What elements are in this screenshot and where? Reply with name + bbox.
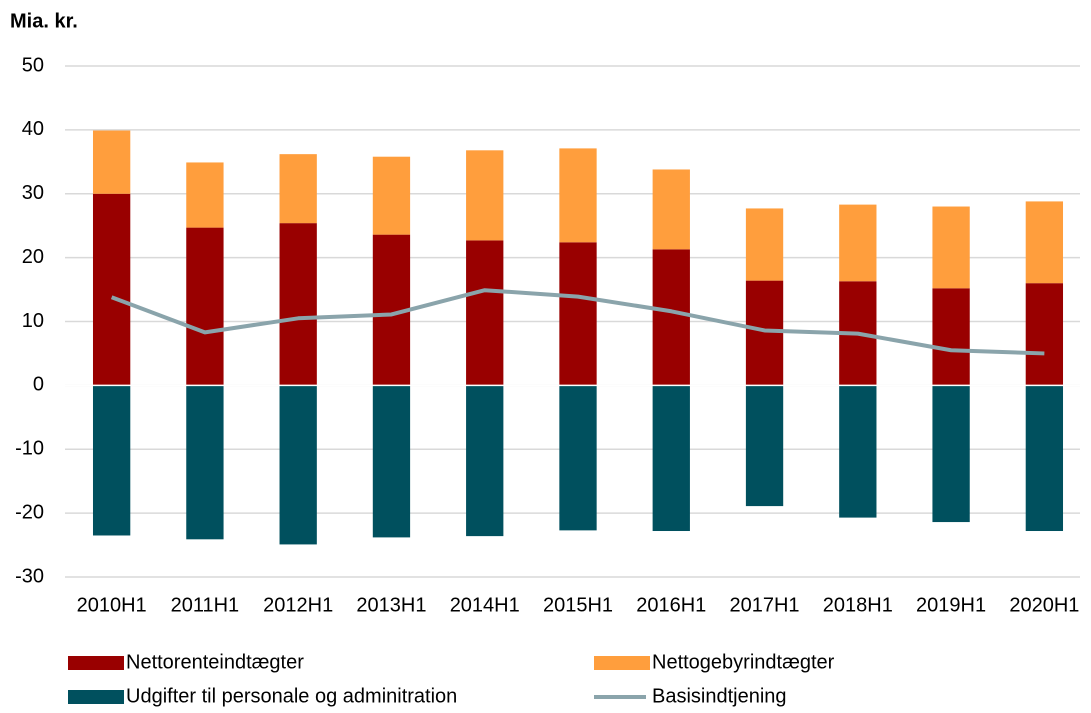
x-tick-label: 2012H1 [263, 594, 333, 616]
x-tick-label: 2019H1 [916, 594, 986, 616]
bar [466, 150, 504, 241]
bar [559, 148, 597, 243]
legend-label: Basisindtjening [652, 685, 787, 707]
bar [839, 385, 877, 518]
bar [745, 385, 784, 507]
bar [559, 385, 597, 531]
x-tick-label: 2010H1 [77, 594, 147, 616]
bar [466, 385, 504, 537]
bar [466, 240, 504, 386]
x-tick-label: 2013H1 [356, 594, 426, 616]
bar [1025, 283, 1064, 386]
bar [932, 288, 970, 386]
bar [1025, 201, 1064, 284]
bar [652, 385, 690, 532]
bar [186, 227, 224, 386]
y-tick-label: 50 [22, 54, 44, 76]
bar [559, 242, 597, 386]
bar [186, 162, 224, 228]
y-tick-label: 10 [22, 310, 44, 332]
bar [932, 206, 970, 289]
bar [92, 130, 131, 194]
bar [279, 385, 317, 545]
bar [279, 223, 317, 386]
x-tick-label: 2018H1 [823, 594, 893, 616]
bar [372, 385, 411, 538]
x-tick-label: 2020H1 [1009, 594, 1079, 616]
bar [652, 169, 690, 250]
legend-swatch [68, 656, 124, 670]
y-tick-label: 40 [22, 118, 44, 140]
legend-label: Udgifter til personale og adminitration [126, 685, 457, 707]
bar [745, 208, 784, 281]
bar [652, 249, 690, 386]
line [110, 288, 1045, 356]
y-tick-label: 30 [22, 182, 44, 204]
chart-title: Mia. kr. [10, 10, 78, 32]
y-tick-label: -10 [15, 438, 44, 460]
x-tick-label: 2017H1 [730, 594, 800, 616]
bar [279, 154, 317, 224]
bar [745, 280, 784, 386]
bar [92, 193, 131, 386]
x-tick-label: 2015H1 [543, 594, 613, 616]
legend-swatch [594, 656, 650, 670]
x-tick-label: 2011H1 [171, 594, 240, 616]
y-tick-label: 0 [33, 374, 44, 396]
y-tick-label: -20 [15, 501, 44, 523]
bar [1025, 385, 1064, 532]
bar [932, 385, 970, 523]
legend-swatch [68, 690, 124, 704]
y-tick-label: 20 [22, 246, 44, 268]
x-tick-label: 2014H1 [450, 594, 520, 616]
bar [839, 204, 877, 282]
bar [92, 385, 131, 536]
bar [372, 156, 411, 235]
x-tick-label: 2016H1 [636, 594, 706, 616]
y-tick-label: -30 [15, 565, 44, 587]
bar [186, 385, 224, 540]
legend-label: Nettorenteindtægter [126, 651, 304, 673]
legend-label: Nettogebyrindtægter [652, 651, 835, 673]
